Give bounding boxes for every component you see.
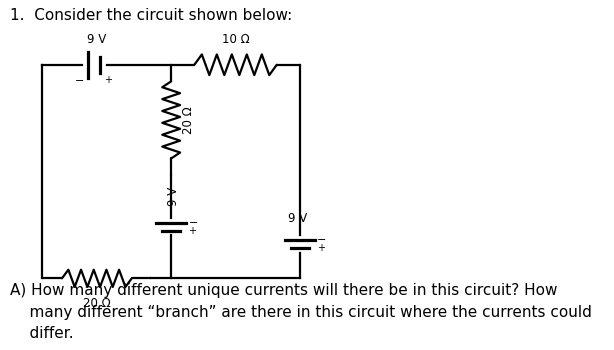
Text: −: − — [188, 218, 198, 228]
Text: 10 Ω: 10 Ω — [222, 33, 249, 46]
Text: 9 V: 9 V — [87, 33, 106, 46]
Text: −: − — [75, 76, 85, 86]
Text: +: + — [104, 75, 112, 85]
Text: differ.: differ. — [10, 326, 74, 341]
Text: 1.  Consider the circuit shown below:: 1. Consider the circuit shown below: — [10, 8, 292, 23]
Text: many different “branch” are there in this circuit where the currents could: many different “branch” are there in thi… — [10, 305, 592, 320]
Text: +: + — [188, 226, 196, 236]
Text: +: + — [317, 243, 325, 253]
Text: 20 Ω: 20 Ω — [182, 106, 195, 134]
Text: 20 Ω: 20 Ω — [83, 297, 111, 310]
Text: A) How many different unique currents will there be in this circuit? How: A) How many different unique currents wi… — [10, 284, 558, 299]
Text: −: − — [317, 235, 327, 245]
Text: 9 V: 9 V — [288, 212, 307, 225]
Text: 9 V: 9 V — [167, 187, 180, 206]
